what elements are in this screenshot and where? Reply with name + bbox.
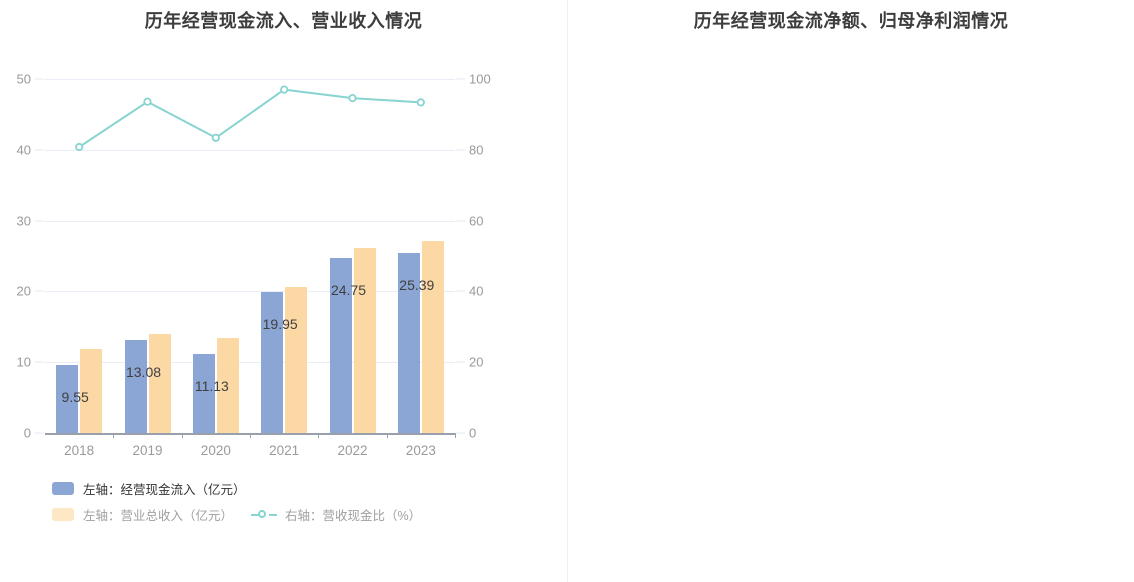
y-axis-left-tick-mark [35, 149, 44, 151]
x-axis-tick-mark [318, 433, 320, 438]
y-axis-right-tick-mark [456, 149, 465, 151]
y-axis-left-tick-mark [35, 290, 44, 292]
x-axis-tick-mark [250, 433, 251, 438]
chart-panel-cash-inflow-revenue: 历年经营现金流入、营业收入情况 0 0 10 20 20 40 30 60 40 80 50 100 2… [17, 11, 491, 524]
bar-2018 [56, 365, 79, 433]
legend-item-total-revenue[interactable]: 左轴：营业总收入（亿元） [52, 505, 233, 524]
y-axis-right-tick-mark [456, 290, 465, 292]
y-axis-left-tick-label: 0 [23, 425, 31, 441]
line-marker-2020 [211, 133, 220, 142]
gridline [45, 79, 455, 80]
bar-2019 [124, 340, 147, 433]
bar-2022 [329, 257, 352, 433]
legend-item-revenue-cash-ratio[interactable]: 右轴：营收现金比（%） [251, 505, 421, 524]
bar-2023 [421, 241, 444, 433]
legend-label-revenue-cash-ratio: 右轴：营收现金比（%） [285, 509, 422, 523]
x-axis-tick-mark [181, 433, 183, 438]
data-label-2018: 9.55 [61, 389, 89, 406]
y-axis-right-tick-label: 40 [469, 283, 484, 299]
x-axis-tick-label: 2023 [405, 443, 436, 458]
y-axis-right-tick-mark [456, 220, 465, 222]
y-axis-left-tick-label: 40 [16, 142, 31, 158]
y-axis-left-tick-label: 30 [16, 213, 31, 229]
line-marker-2023 [416, 98, 425, 107]
y-axis-left-tick-mark [35, 432, 44, 434]
line-marker-2022 [348, 94, 357, 103]
line-series-overlay [75, 85, 425, 152]
y-axis-left-tick-mark [35, 220, 44, 222]
x-axis-tick-label: 2019 [132, 443, 163, 458]
page-title-right: 历年经营现金流净额、归母净利润情况 [693, 11, 1009, 31]
bar-2021 [261, 291, 284, 433]
gridline [45, 362, 455, 364]
chart-panel-netcash-netprofit: 历年经营现金流净额、归母净利润情况 -0.8-90000.8901.61802.… [567, 0, 1134, 582]
y-axis-left-tick-mark [35, 361, 44, 363]
y-axis-right-tick-label: 20 [469, 354, 484, 370]
y-axis-right-tick-mark [456, 432, 465, 434]
y-axis-right-tick-label: 0 [469, 425, 477, 441]
x-axis-tick-mark [386, 433, 388, 438]
legend-item-cash-inflow[interactable]: 左轴：经营现金流入（亿元） [52, 479, 246, 498]
y-axis-right-tick-label: 80 [469, 142, 484, 158]
bar-2020 [216, 338, 239, 433]
legend-label-cash-inflow: 左轴：经营现金流入（亿元） [83, 483, 246, 497]
gridline [45, 291, 455, 293]
x-axis-tick-label: 2022 [337, 443, 368, 458]
legend-swatch-orange-icon [52, 508, 74, 521]
bar-2022 [353, 247, 376, 433]
page-title-left: 历年经营现金流入、营业收入情况 [144, 11, 423, 31]
y-axis-left-tick-mark [35, 78, 44, 80]
y-axis-right-tick-mark [456, 361, 465, 363]
x-axis-tick-label: 2018 [64, 443, 95, 458]
y-axis-right-tick-mark [456, 78, 465, 80]
gridline [45, 149, 455, 151]
data-label-2021: 19.95 [262, 315, 298, 332]
line-marker-2019 [143, 97, 152, 106]
legend-line-marker-icon [251, 509, 278, 521]
data-label-2022: 24.75 [330, 281, 367, 298]
legend-row-2: 左轴：营业总收入（亿元） 右轴：营收现金比（%） [52, 505, 439, 524]
y-axis-left-tick-label: 20 [16, 283, 31, 299]
legend-row-1: 左轴：经营现金流入（亿元） [52, 479, 439, 498]
data-label-2020: 11.13 [194, 378, 229, 395]
x-axis-tick-label: 2020 [200, 443, 231, 458]
bar-2020 [192, 354, 215, 433]
y-axis-left-tick-label: 50 [16, 71, 31, 87]
y-axis-right-tick-label: 100 [469, 71, 491, 87]
gridline [45, 220, 455, 222]
legend-left: 左轴：经营现金流入（亿元） 左轴：营业总收入（亿元） 右轴：营收现金比（%） [52, 479, 439, 524]
legend-swatch-blue-icon [52, 482, 74, 495]
y-axis-left-tick-label: 10 [16, 354, 31, 370]
x-axis-tick-mark [455, 433, 456, 438]
data-label-2023: 25.39 [399, 277, 435, 294]
bar-2018 [80, 348, 103, 433]
bar-2019 [148, 333, 171, 433]
x-axis-tick-label: 2021 [269, 443, 300, 458]
bar-2023 [397, 253, 420, 433]
bar-2021 [285, 287, 308, 433]
line-path [78, 88, 421, 148]
y-axis-right-tick-label: 60 [469, 213, 484, 229]
data-label-2019: 13.08 [125, 364, 162, 381]
line-marker-2021 [280, 85, 289, 94]
x-axis-tick-mark [113, 433, 115, 438]
legend-label-total-revenue: 左轴：营业总收入（亿元） [83, 509, 234, 523]
plot-area-left: 0 0 10 20 20 40 30 60 40 80 50 100 2018 2019 2020 2021 2… [17, 72, 491, 459]
